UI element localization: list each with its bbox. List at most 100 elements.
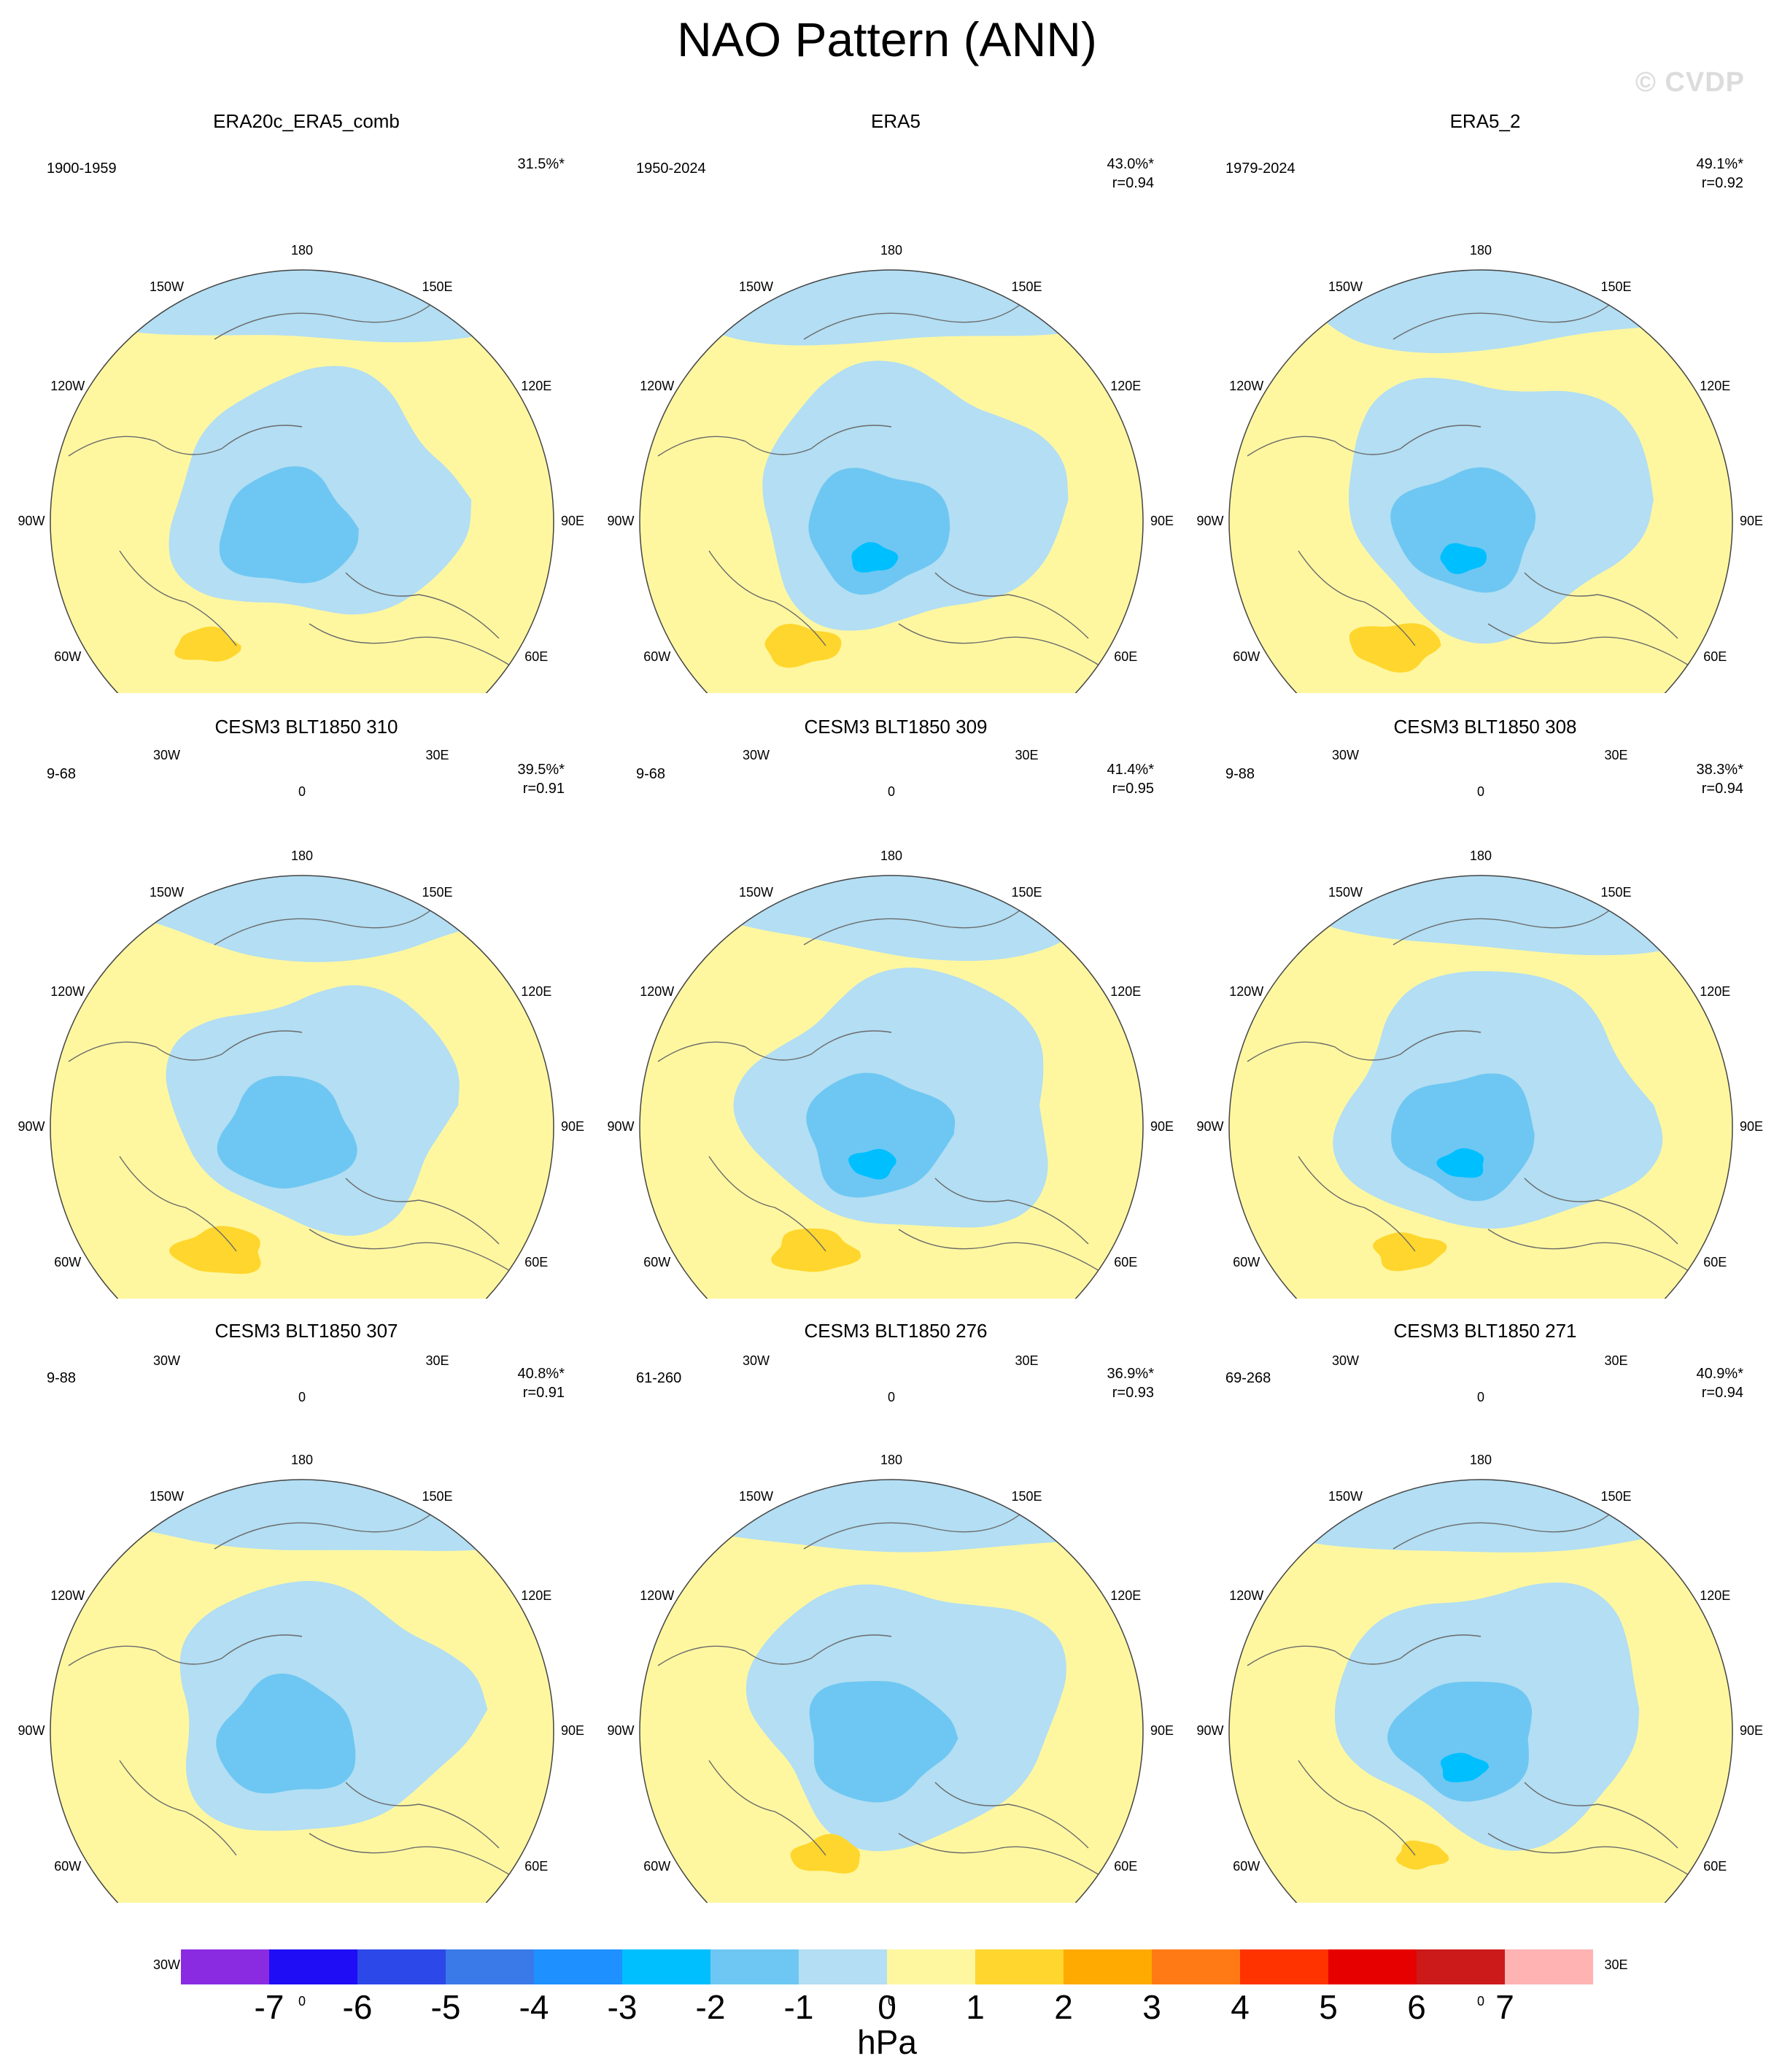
panel-title: CESM3 BLT1850 276 xyxy=(804,1320,988,1342)
coastline xyxy=(934,1178,1089,1245)
longitude-label: 150E xyxy=(1011,279,1042,294)
longitude-label: 150W xyxy=(149,1488,185,1504)
longitude-label: 90E xyxy=(1150,514,1174,528)
coastline xyxy=(309,1833,514,1878)
variance-stats: 39.5%* r=0.91 xyxy=(518,760,565,798)
coastline xyxy=(803,1512,1023,1550)
period-label: 69-268 xyxy=(1225,1370,1271,1386)
longitude-label: 180 xyxy=(880,243,903,258)
polar-map xyxy=(50,875,554,1299)
pattern-correlation: r=0.92 xyxy=(1701,175,1743,191)
longitude-label: 90E xyxy=(1739,1723,1764,1738)
nao-map-panel: CESM3 BLT1850 271 69-268 40.9%* r=0.94 180 15… xyxy=(1196,1319,1763,2009)
longitude-label: 60E xyxy=(1114,649,1138,664)
variance-explained: 43.0%* xyxy=(1107,156,1155,172)
longitude-label: 0 xyxy=(887,1994,895,2009)
longitude-label: 30W xyxy=(1331,1353,1359,1369)
variance-explained: 38.3%* xyxy=(1696,762,1744,778)
nao-map-panel: CESM3 BLT1850 276 61-260 36.9%* r=0.93 180 15… xyxy=(607,1319,1174,2009)
longitude-label: 60E xyxy=(1114,1254,1138,1269)
longitude-label: 0 xyxy=(298,784,306,799)
variance-stats: 38.3%* r=0.94 xyxy=(1697,760,1744,798)
colorbar-swatch xyxy=(1152,1949,1241,1984)
variance-explained: 36.9%* xyxy=(1107,1366,1155,1382)
pattern-correlation: r=0.94 xyxy=(1112,175,1154,191)
variance-stats: 40.8%* r=0.91 xyxy=(518,1364,565,1402)
map-boundary xyxy=(50,875,554,1299)
coastline xyxy=(1524,572,1678,639)
longitude-label: 0 xyxy=(1476,784,1484,799)
coastline xyxy=(934,1782,1089,1849)
coastline xyxy=(1247,425,1481,457)
longitude-label: 60E xyxy=(524,649,549,664)
longitude-label: 30E xyxy=(1015,748,1039,763)
arctic-negative-anomaly-3 xyxy=(1436,1148,1484,1178)
pattern-correlation: r=0.95 xyxy=(1112,781,1154,797)
arctic-negative-anomaly-2 xyxy=(808,468,950,595)
colorbar-tick-label: -4 xyxy=(519,1988,549,2026)
longitude-label: 150E xyxy=(1600,1488,1632,1504)
longitude-label: 150E xyxy=(1600,279,1632,294)
polar-map xyxy=(50,269,554,693)
atlantic-positive-anomaly xyxy=(1349,623,1441,673)
colorbar-tick-label: 2 xyxy=(1054,1988,1073,2026)
longitude-label: 150W xyxy=(738,1488,774,1504)
longitude-label: 90E xyxy=(560,1723,585,1738)
longitude-label: 120E xyxy=(1700,983,1731,999)
variance-explained: 41.4%* xyxy=(1107,762,1155,778)
atlantic-positive-anomaly xyxy=(771,1228,861,1272)
panel-title: ERA5 xyxy=(871,110,921,132)
longitude-label: 60W xyxy=(54,649,82,664)
colorbar-swatch xyxy=(710,1949,799,1984)
arctic-negative-anomaly-2 xyxy=(219,466,359,584)
longitude-label: 120W xyxy=(1229,1588,1264,1603)
longitude-label: 60W xyxy=(643,1858,671,1874)
longitude-label: 30W xyxy=(742,1353,770,1369)
longitude-label: 90E xyxy=(1739,514,1764,528)
longitude-label: 180 xyxy=(880,1453,903,1467)
pacific-negative-anomaly xyxy=(1268,1480,1732,1553)
longitude-label: 180 xyxy=(1469,848,1492,863)
longitude-label: 90W xyxy=(18,1723,45,1738)
atlantic-positive-anomaly xyxy=(1373,1232,1447,1272)
coastline xyxy=(1247,1030,1481,1062)
colorbar-swatch xyxy=(1417,1949,1506,1984)
variance-stats: 43.0%* r=0.94 xyxy=(1107,155,1155,193)
coastline xyxy=(708,1156,826,1252)
longitude-label: 60W xyxy=(1233,649,1260,664)
longitude-label: 90E xyxy=(560,1119,585,1134)
colorbar-tick-label: 6 xyxy=(1407,1988,1426,2026)
colorbar-tick-label: 7 xyxy=(1495,1988,1514,2026)
longitude-label: 120W xyxy=(50,378,85,393)
nao-map-panel: ERA5_2 1979-2024 49.1%* r=0.92 180 150E 120E 90… xyxy=(1196,109,1763,799)
period-label: 1900-1959 xyxy=(47,161,117,177)
arctic-negative-anomaly-2 xyxy=(217,1075,357,1188)
coastline xyxy=(898,623,1104,668)
longitude-label: 90W xyxy=(18,1119,45,1134)
longitude-label: 120E xyxy=(1700,378,1731,393)
coastline xyxy=(1247,1634,1481,1666)
colorbar-tick-label: -3 xyxy=(607,1988,638,2026)
longitude-label: 120W xyxy=(640,378,675,393)
longitude-label: 120E xyxy=(521,378,552,393)
longitude-label: 60W xyxy=(643,1254,671,1269)
longitude-label: 0 xyxy=(298,1994,306,2009)
colorbar-swatch xyxy=(975,1949,1064,1984)
pacific-negative-anomaly xyxy=(651,1480,1143,1553)
longitude-label: 0 xyxy=(1476,1390,1484,1404)
map-boundary xyxy=(1228,1479,1733,1903)
colorbar-swatch xyxy=(1240,1949,1329,1984)
variance-stats: 41.4%* r=0.95 xyxy=(1107,760,1155,798)
colorbar-tick-label: 1 xyxy=(966,1988,985,2026)
longitude-label: 90W xyxy=(607,1119,635,1134)
longitude-label: 180 xyxy=(290,243,314,258)
longitude-label: 120E xyxy=(1110,1588,1142,1603)
longitude-label: 60W xyxy=(1233,1858,1260,1874)
colorbar-tick-label: 4 xyxy=(1231,1988,1250,2026)
longitude-label: 30E xyxy=(425,1353,449,1369)
coastline xyxy=(68,425,303,457)
colorbar-swatch xyxy=(622,1949,711,1984)
coastline xyxy=(1298,550,1416,646)
coastline xyxy=(345,572,500,639)
coastline xyxy=(119,1760,237,1856)
